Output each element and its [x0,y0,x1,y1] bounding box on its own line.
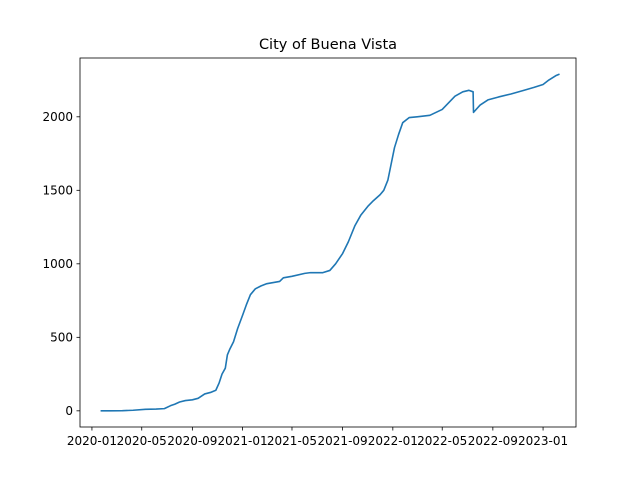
x-tick-label: 2022-09 [468,434,518,448]
x-tick-label: 2021-01 [218,434,268,448]
y-axis: 0 500 1000 1500 2000 [42,110,80,418]
y-tick-label: 0 [65,404,73,418]
chart-title: City of Buena Vista [259,37,397,53]
x-tick-label: 2021-09 [318,434,368,448]
x-tick-label: 2022-05 [417,434,467,448]
x-axis: 2020-01 2020-05 2020-09 2021-01 2021-05 2021-… [67,427,568,448]
y-tick-label: 1000 [42,257,73,271]
x-tick-label: 2023-01 [518,434,568,448]
x-tick-label: 2020-09 [167,434,217,448]
plot-area [100,73,560,412]
x-tick-label: 2020-05 [117,434,167,448]
x-tick-label: 2022-01 [368,434,418,448]
y-tick-label: 500 [50,330,73,344]
y-tick-label: 1500 [42,183,73,197]
plot-frame [79,57,577,428]
y-tick-label: 2000 [42,110,73,124]
x-tick-label: 2021-05 [267,434,317,448]
series-line-0 [100,73,560,412]
x-tick-label: 2020-01 [67,434,117,448]
